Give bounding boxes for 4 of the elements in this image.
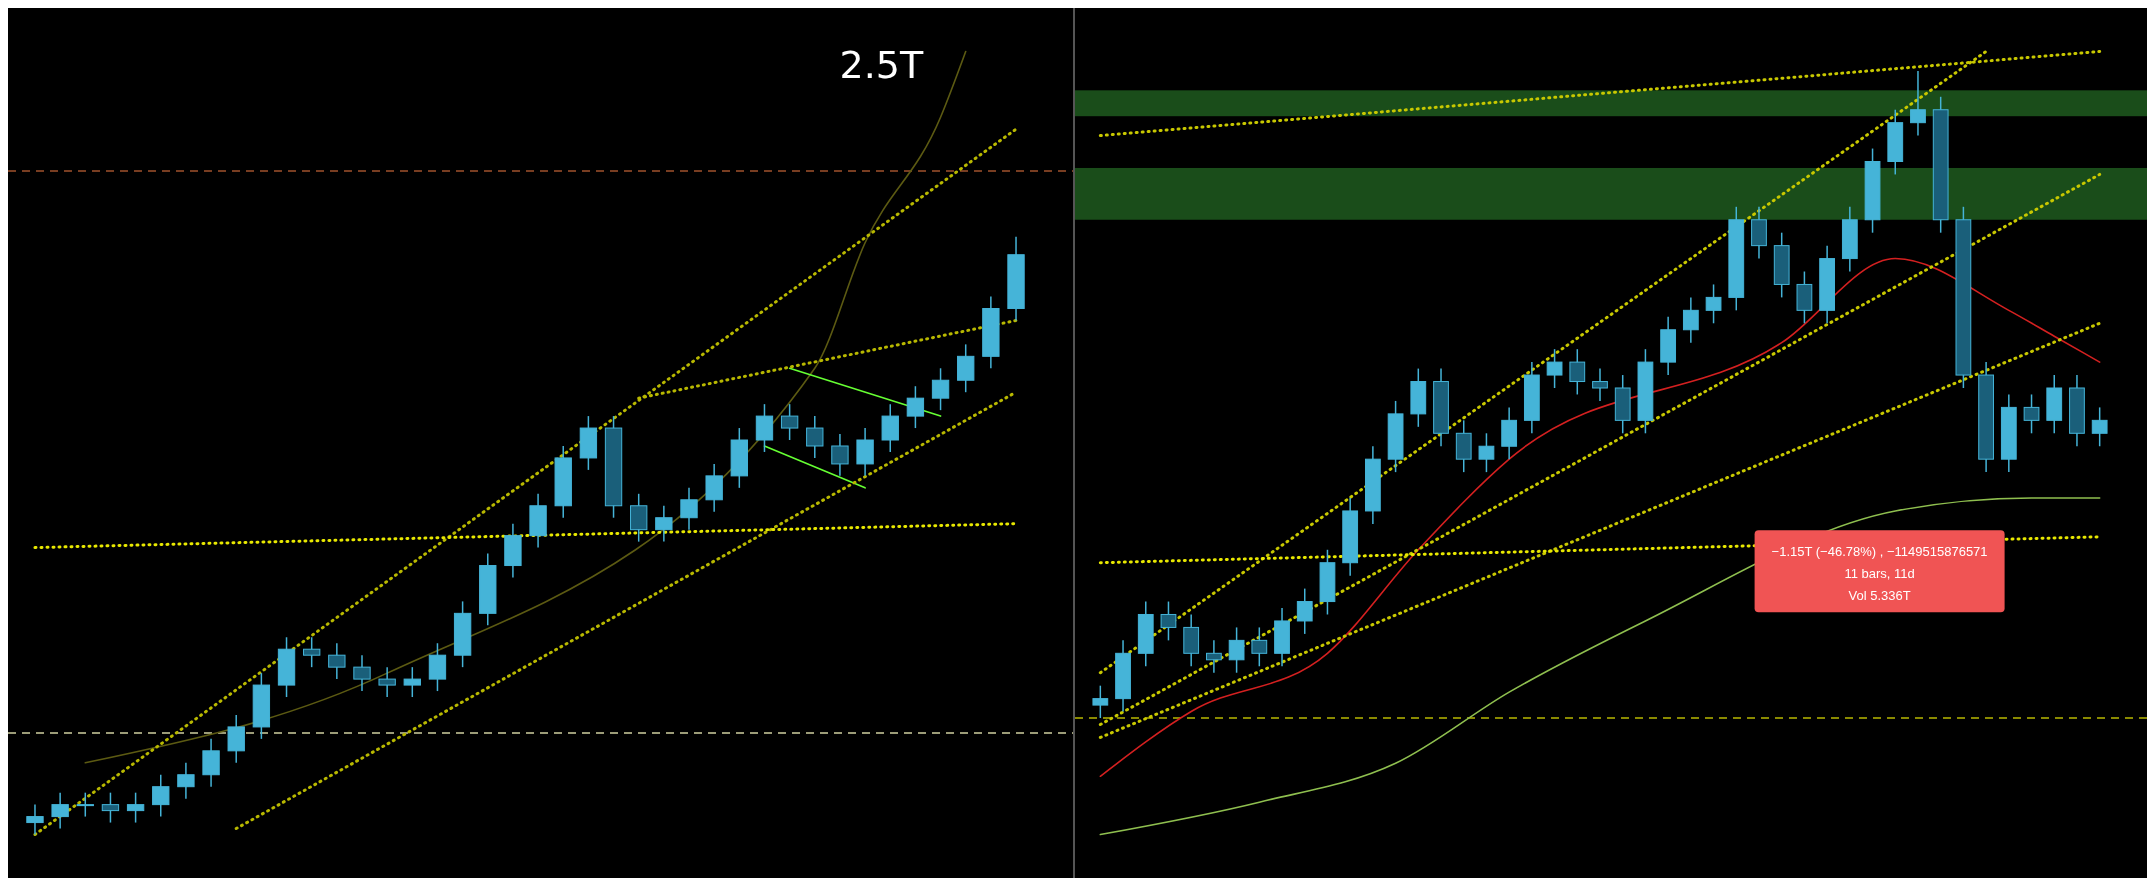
annotation: 11 bars, 11d (1844, 566, 1915, 582)
annotation: Vol 5.336T (1848, 588, 1911, 604)
text: 2.5T (839, 43, 924, 87)
annotation: −1.15T (−46.78%) , −1149515876571 (1771, 544, 1988, 560)
